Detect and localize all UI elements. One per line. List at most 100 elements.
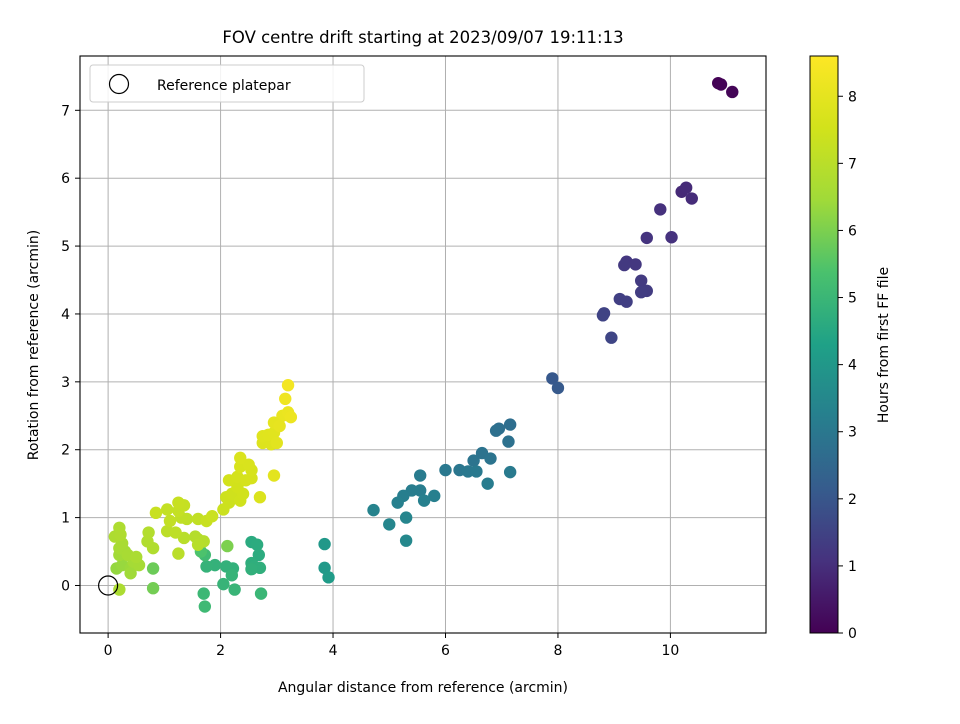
x-tick-label: 2 xyxy=(216,643,225,659)
colorbar-tick-label: 7 xyxy=(848,156,857,172)
data-point xyxy=(318,537,331,551)
grid-lines xyxy=(80,56,766,633)
y-tick-label: 1 xyxy=(61,511,70,527)
data-point xyxy=(250,538,264,551)
data-point xyxy=(253,491,267,504)
data-point xyxy=(284,410,298,424)
colorbar-tick-label: 8 xyxy=(848,89,857,105)
colorbar-ticks: 0 1 2 3 4 5 6 7 8 xyxy=(838,89,857,642)
data-point xyxy=(634,286,648,299)
data-point xyxy=(124,567,137,580)
data-point xyxy=(146,562,160,575)
colorbar-tick-label: 3 xyxy=(848,425,857,441)
data-point xyxy=(273,419,286,433)
colorbar-tick-label: 4 xyxy=(848,358,857,374)
x-tick-label: 8 xyxy=(553,643,562,659)
data-point xyxy=(620,295,633,308)
colorbar-gradient xyxy=(809,55,839,634)
data-point xyxy=(318,561,331,575)
data-point xyxy=(679,181,693,194)
data-point xyxy=(245,562,258,576)
legend-label-reference-platepar: Reference platepar xyxy=(157,78,291,94)
data-point xyxy=(191,538,205,551)
data-point xyxy=(160,503,174,516)
colorbar-tick-label: 6 xyxy=(848,223,857,239)
data-point xyxy=(142,526,155,539)
data-point xyxy=(219,560,233,573)
data-point xyxy=(169,526,182,539)
y-tick-label: 4 xyxy=(61,307,70,323)
data-point xyxy=(484,452,497,465)
data-point xyxy=(114,528,127,541)
chart-title: FOV centre drift starting at 2023/09/07 … xyxy=(222,28,623,47)
data-point xyxy=(172,496,185,509)
data-point xyxy=(234,451,247,465)
colorbar-tick-label: 5 xyxy=(848,291,857,307)
y-axis-label: Rotation from reference (arcmin) xyxy=(26,230,42,460)
data-point xyxy=(714,78,728,91)
x-tick-label: 10 xyxy=(661,643,679,659)
x-tick-label: 0 xyxy=(104,643,113,659)
data-point xyxy=(428,489,441,503)
data-point xyxy=(605,331,618,344)
data-point xyxy=(391,496,404,509)
data-point xyxy=(685,192,698,205)
plot-frame xyxy=(79,55,767,634)
data-point xyxy=(551,381,565,395)
reference-platepar-marker xyxy=(98,575,119,596)
data-point xyxy=(367,503,380,517)
data-point xyxy=(417,494,431,507)
data-point xyxy=(242,458,255,471)
x-tick-label: 6 xyxy=(441,643,450,659)
data-point xyxy=(172,547,185,560)
data-point xyxy=(546,372,559,385)
y-tick-label: 2 xyxy=(61,443,70,459)
data-point xyxy=(640,231,653,245)
y-tick-label: 7 xyxy=(61,103,70,119)
colorbar-tick-label: 2 xyxy=(848,492,857,508)
data-point xyxy=(198,600,212,613)
data-point xyxy=(200,560,213,573)
data-point xyxy=(197,587,210,600)
data-point xyxy=(267,469,281,482)
data-points xyxy=(108,76,739,613)
data-point xyxy=(270,436,284,450)
colorbar-tick-label: 0 xyxy=(848,626,857,642)
data-point xyxy=(322,571,335,584)
data-point xyxy=(399,534,413,547)
data-point xyxy=(217,577,230,591)
data-point xyxy=(399,511,413,524)
x-axis-label: Angular distance from reference (arcmin) xyxy=(278,680,568,696)
data-point xyxy=(149,506,163,520)
data-point xyxy=(413,484,427,497)
x-axis-ticks: 0 2 4 6 8 10 xyxy=(104,633,679,659)
data-point xyxy=(383,518,396,531)
data-point xyxy=(146,581,160,595)
data-point xyxy=(252,548,266,562)
y-tick-label: 3 xyxy=(61,375,70,391)
data-point xyxy=(502,435,515,448)
data-point xyxy=(596,309,610,322)
data-point xyxy=(413,469,427,482)
data-point xyxy=(481,477,494,490)
data-point xyxy=(439,463,452,477)
data-point xyxy=(629,258,642,271)
data-point xyxy=(225,569,239,582)
data-point xyxy=(665,231,678,244)
data-point xyxy=(231,480,244,494)
y-axis-ticks: 0 1 2 3 4 5 6 7 xyxy=(61,103,80,594)
reference-marker-group xyxy=(98,575,119,596)
legend-reference-marker xyxy=(108,73,130,95)
y-tick-label: 6 xyxy=(61,171,70,187)
colorbar: 0 1 2 3 4 5 6 7 8 Hours from first FF file xyxy=(809,55,892,642)
data-point xyxy=(618,258,631,272)
data-point xyxy=(654,203,667,216)
data-point xyxy=(279,392,292,406)
data-point xyxy=(489,424,503,437)
data-point xyxy=(113,583,126,596)
y-tick-label: 0 xyxy=(61,578,70,594)
data-point xyxy=(726,85,739,99)
data-point xyxy=(281,379,295,392)
